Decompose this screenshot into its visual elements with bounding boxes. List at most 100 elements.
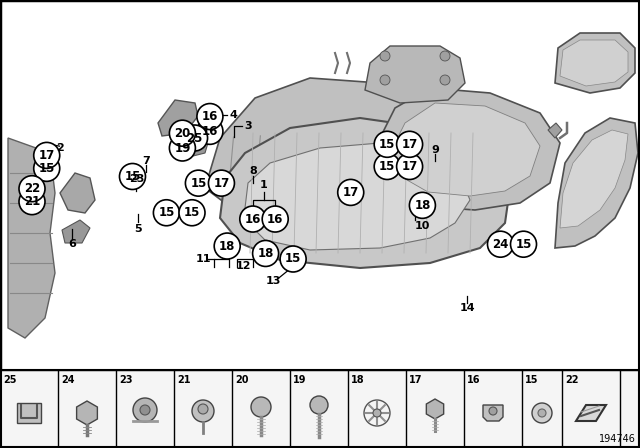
Text: 16: 16 — [244, 212, 261, 225]
Circle shape — [380, 75, 390, 85]
Circle shape — [34, 155, 60, 181]
Circle shape — [440, 75, 450, 85]
Text: 7: 7 — [142, 156, 150, 166]
Circle shape — [140, 405, 150, 415]
Text: 22: 22 — [24, 182, 40, 195]
Circle shape — [511, 231, 536, 257]
Circle shape — [280, 246, 306, 272]
Text: 19: 19 — [293, 375, 307, 385]
Circle shape — [182, 125, 207, 151]
Text: 15: 15 — [190, 177, 207, 190]
Text: 8: 8 — [249, 166, 257, 177]
Text: 24: 24 — [492, 238, 509, 251]
Circle shape — [198, 404, 208, 414]
Text: 17: 17 — [213, 177, 230, 190]
Circle shape — [397, 131, 422, 157]
Polygon shape — [62, 220, 90, 243]
Circle shape — [133, 398, 157, 422]
Text: 18: 18 — [257, 247, 274, 260]
Text: 15: 15 — [379, 138, 396, 151]
Circle shape — [34, 142, 60, 168]
Text: 15: 15 — [285, 253, 301, 266]
Polygon shape — [560, 40, 628, 86]
Polygon shape — [560, 130, 628, 228]
FancyBboxPatch shape — [17, 403, 41, 423]
Circle shape — [374, 131, 400, 157]
Text: 25: 25 — [3, 375, 17, 385]
Polygon shape — [365, 46, 465, 103]
Circle shape — [251, 397, 271, 417]
Text: 17: 17 — [409, 375, 422, 385]
Text: 23: 23 — [129, 174, 144, 184]
Polygon shape — [555, 118, 638, 248]
Circle shape — [179, 200, 205, 226]
Bar — [0, 370, 640, 448]
Polygon shape — [178, 128, 210, 158]
Text: 17: 17 — [38, 149, 55, 162]
Circle shape — [186, 170, 211, 196]
Circle shape — [154, 200, 179, 226]
Polygon shape — [576, 405, 606, 421]
Circle shape — [170, 120, 195, 146]
Bar — [1, 1, 639, 370]
Circle shape — [197, 118, 223, 144]
Polygon shape — [548, 123, 562, 138]
Text: 23: 23 — [119, 375, 132, 385]
Text: 25: 25 — [186, 132, 203, 145]
Circle shape — [253, 241, 278, 267]
Text: 15: 15 — [124, 170, 141, 183]
Text: 15: 15 — [158, 206, 175, 219]
Text: 14: 14 — [460, 303, 475, 313]
Text: 17: 17 — [401, 160, 418, 173]
Circle shape — [488, 231, 513, 257]
Circle shape — [209, 170, 234, 196]
Circle shape — [310, 396, 328, 414]
Text: 19: 19 — [174, 142, 191, 155]
Text: 3: 3 — [244, 121, 252, 131]
Text: 15: 15 — [525, 375, 538, 385]
Text: 18: 18 — [219, 240, 236, 253]
Polygon shape — [375, 88, 560, 210]
Circle shape — [532, 403, 552, 423]
Text: 17: 17 — [401, 138, 418, 151]
Text: 10: 10 — [415, 221, 430, 231]
Polygon shape — [555, 33, 635, 93]
Circle shape — [373, 409, 381, 417]
Circle shape — [240, 206, 266, 232]
Text: 18: 18 — [414, 199, 431, 212]
Circle shape — [19, 189, 45, 215]
Circle shape — [440, 51, 450, 61]
Circle shape — [214, 233, 240, 259]
Text: 16: 16 — [267, 212, 284, 225]
Text: 15: 15 — [379, 160, 396, 173]
Polygon shape — [220, 118, 510, 268]
Text: 16: 16 — [202, 125, 218, 138]
Circle shape — [170, 135, 195, 161]
Polygon shape — [8, 138, 55, 338]
Circle shape — [410, 192, 435, 218]
Polygon shape — [426, 399, 444, 419]
Circle shape — [374, 154, 400, 180]
Text: 194746: 194746 — [599, 434, 636, 444]
Circle shape — [197, 103, 223, 129]
Polygon shape — [158, 100, 198, 136]
Polygon shape — [483, 405, 503, 421]
Text: 15: 15 — [515, 238, 532, 251]
Text: 17: 17 — [342, 186, 359, 199]
Circle shape — [19, 176, 45, 202]
Text: 24: 24 — [61, 375, 74, 385]
Text: 13: 13 — [266, 276, 281, 286]
Text: 20: 20 — [235, 375, 248, 385]
Text: 18: 18 — [351, 375, 365, 385]
Text: 21: 21 — [177, 375, 191, 385]
Polygon shape — [60, 173, 95, 213]
Text: 9: 9 — [431, 145, 439, 155]
Circle shape — [380, 51, 390, 61]
Text: 4: 4 — [230, 110, 237, 120]
Text: 22: 22 — [565, 375, 579, 385]
Text: 15: 15 — [184, 206, 200, 219]
Text: 16: 16 — [202, 110, 218, 123]
Text: 21: 21 — [24, 195, 40, 208]
Polygon shape — [77, 401, 97, 425]
Circle shape — [120, 164, 145, 190]
